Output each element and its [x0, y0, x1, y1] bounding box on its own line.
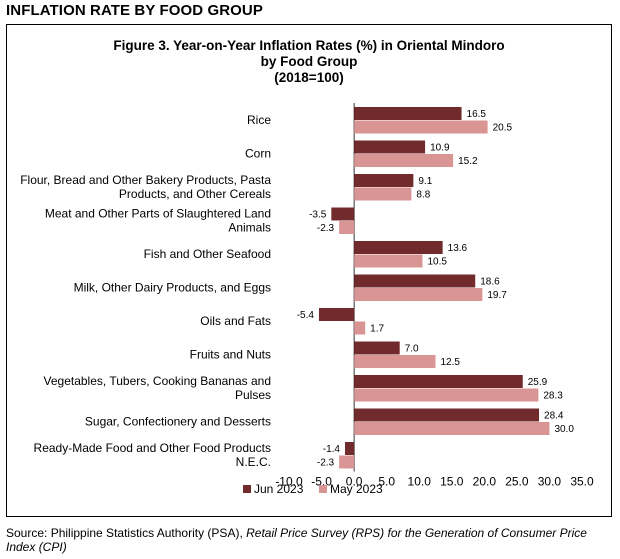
chart-frame: Figure 3. Year-on-Year Inflation Rates (… [6, 24, 612, 517]
bar-may-2023 [354, 388, 539, 402]
bar-jun-2023 [354, 341, 400, 355]
bar-may-2023 [354, 422, 550, 435]
x-tick-label: -10.0 [275, 475, 303, 489]
bar-jun-2023 [331, 207, 355, 221]
x-tick-label: 5.0 [378, 475, 395, 489]
data-label: 18.6 [480, 277, 500, 288]
legend-label: Jun 2023 [254, 482, 304, 496]
x-tick-label: 0.0 [346, 475, 363, 489]
bar-jun-2023 [318, 308, 355, 321]
data-label: -3.5 [309, 210, 327, 221]
data-label: 1.7 [370, 324, 384, 335]
legend-label: May 2023 [330, 482, 383, 496]
source-italic: Retail Price Survey (RPS) for the Genera… [6, 526, 587, 554]
category-label: Ready-Made Food and Other Food Products [34, 441, 271, 455]
bar-jun-2023 [354, 375, 523, 388]
category-label: Fruits and Nuts [190, 347, 271, 361]
category-label: Corn [245, 146, 271, 160]
bar-may-2023 [354, 187, 412, 201]
data-label: 28.4 [544, 411, 564, 422]
x-tick-label: 15.0 [440, 475, 464, 489]
category-label: Fish and Other Seafood [144, 247, 271, 261]
data-label: 20.5 [493, 123, 513, 134]
data-label: 15.2 [458, 156, 478, 167]
category-label: Pulses [235, 388, 271, 402]
legend-swatch-may-2023 [319, 485, 327, 493]
bar-jun-2023 [354, 241, 443, 254]
category-label: Rice [247, 113, 271, 127]
category-label: Flour, Bread and Other Bakery Products, … [20, 173, 271, 187]
data-label: 7.0 [405, 344, 419, 355]
bar-jun-2023 [354, 408, 540, 422]
category-label: Sugar, Confectionery and Desserts [85, 414, 271, 428]
data-label: 8.8 [416, 190, 430, 201]
bar-jun-2023 [354, 274, 476, 288]
bar-may-2023 [354, 288, 483, 301]
bar-may-2023 [354, 355, 436, 368]
category-label: Meat and Other Parts of Slaughtered Land [45, 206, 271, 220]
legend-swatch-jun-2023 [243, 485, 251, 493]
x-tick-label: 20.0 [473, 475, 497, 489]
bar-may-2023 [354, 154, 454, 167]
section-heading: INFLATION RATE BY FOOD GROUP [6, 2, 263, 19]
bar-jun-2023 [354, 107, 462, 120]
data-label: 25.9 [528, 377, 548, 388]
data-label: 10.5 [427, 257, 447, 268]
data-label: 16.5 [467, 109, 487, 120]
data-label: 10.9 [430, 143, 450, 154]
data-label: -1.4 [323, 444, 341, 455]
category-label: Animals [228, 220, 271, 234]
bar-may-2023 [339, 221, 355, 234]
bar-may-2023 [354, 321, 366, 335]
bar-may-2023 [354, 120, 488, 134]
category-label: Vegetables, Tubers, Cooking Bananas and [44, 374, 272, 388]
data-label: -5.4 [297, 310, 315, 321]
bar-may-2023 [354, 254, 423, 268]
source-note: Source: Philippine Statistics Authority … [6, 526, 614, 554]
data-label: -2.3 [317, 223, 335, 234]
bar-jun-2023 [344, 442, 355, 455]
data-label: 28.3 [543, 391, 563, 402]
x-tick-label: 35.0 [570, 475, 594, 489]
category-label: Oils and Fats [200, 314, 271, 328]
bar-jun-2023 [354, 174, 414, 187]
data-label: -2.3 [317, 458, 335, 469]
chart-title-line-2: by Food Group [260, 54, 358, 69]
bar-chart: Rice 16.5 20.5 Corn 10.9 15.2 Flour, Bread and… [20, 103, 594, 496]
category-label: Milk, Other Dairy Products, and Eggs [74, 280, 271, 294]
x-tick-label: 10.0 [408, 475, 432, 489]
source-prefix: Source: Philippine Statistics Authority … [6, 526, 247, 540]
category-label: Products, and Other Cereals [119, 187, 271, 201]
data-label: 9.1 [418, 176, 432, 187]
bar-may-2023 [339, 455, 355, 469]
x-tick-label: 30.0 [538, 475, 562, 489]
data-label: 30.0 [554, 424, 574, 435]
bar-jun-2023 [354, 140, 426, 154]
x-tick-label: 25.0 [505, 475, 529, 489]
data-label: 19.7 [487, 290, 507, 301]
category-label: N.E.C. [236, 455, 271, 469]
chart-title: Figure 3. Year-on-Year Inflation Rates (… [113, 38, 505, 53]
data-label: 13.6 [448, 243, 468, 254]
chart-title-line-3: (2018=100) [274, 70, 344, 85]
data-label: 12.5 [441, 357, 461, 368]
